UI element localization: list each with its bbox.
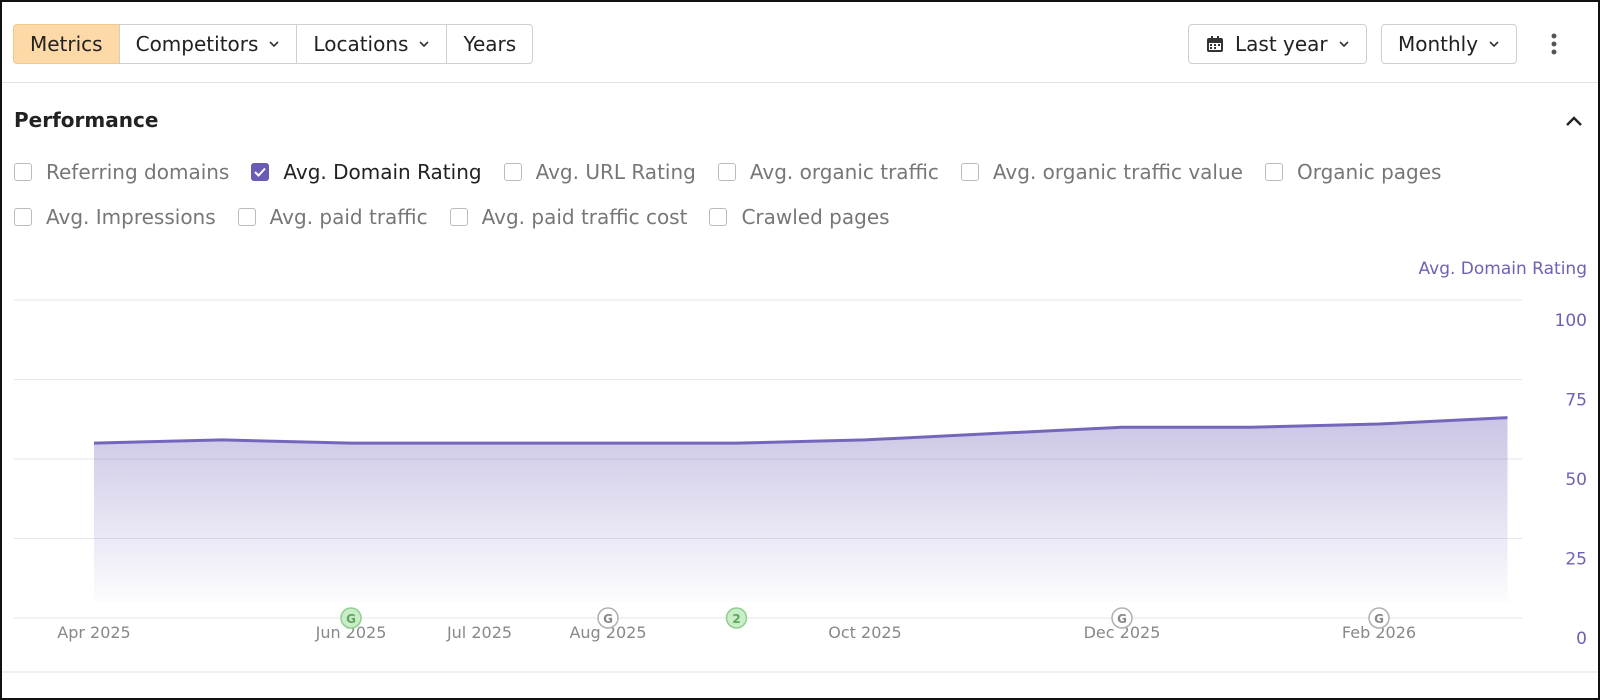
- event-marker[interactable]: G: [1111, 607, 1133, 629]
- metric-label: Avg. organic traffic: [749, 160, 939, 184]
- event-circle: [340, 607, 362, 629]
- area: [94, 417, 1508, 602]
- tab[interactable]: Locations: [296, 24, 448, 64]
- metric-option[interactable]: Avg. Impressions: [14, 205, 216, 229]
- checkbox[interactable]: [237, 208, 256, 226]
- tab-group: Metrics Competitors Locations Years: [13, 24, 534, 64]
- event-circle: [1368, 607, 1390, 629]
- checkbox[interactable]: [14, 163, 32, 181]
- metric-label: Avg. paid traffic cost: [481, 205, 688, 229]
- event-marker[interactable]: G: [340, 607, 362, 629]
- interval-button[interactable]: Monthly: [1381, 24, 1518, 64]
- event-marker[interactable]: G: [597, 607, 619, 629]
- metric-label: Avg. organic traffic value: [992, 160, 1243, 184]
- y-tick-label: 50: [1565, 470, 1587, 490]
- metric-option[interactable]: Organic pages: [1264, 160, 1442, 184]
- metric-option[interactable]: Avg. Domain Rating: [251, 160, 482, 184]
- calendar-icon: [1207, 36, 1223, 52]
- checkbox[interactable]: [14, 208, 32, 226]
- x-tick-label: Oct 2025: [828, 623, 901, 642]
- event-circle: [1111, 607, 1133, 629]
- metric-label: Avg. paid traffic: [269, 205, 428, 229]
- chevron: [1489, 41, 1499, 48]
- period-button[interactable]: Last year: [1188, 24, 1367, 64]
- tab-label: Years: [463, 32, 517, 56]
- metric-option[interactable]: Crawled pages: [709, 205, 890, 229]
- event-label: G: [603, 612, 613, 626]
- chevron: [1339, 41, 1349, 48]
- x-tick-label: Aug 2025: [569, 623, 646, 642]
- metric-label: Crawled pages: [741, 205, 890, 229]
- y-tick-label: 25: [1565, 550, 1587, 570]
- metric-label: Referring domains: [46, 160, 230, 184]
- period-label: Last year: [1235, 32, 1328, 56]
- y-tick-label: 100: [1555, 311, 1587, 331]
- metric-option[interactable]: Avg. paid traffic: [237, 205, 428, 229]
- event-label: G: [1117, 612, 1127, 626]
- metric-label: Avg. URL Rating: [535, 160, 696, 184]
- checkbox[interactable]: [709, 208, 728, 226]
- collapse-toggle[interactable]: [1564, 114, 1584, 128]
- checkbox[interactable]: [503, 163, 522, 181]
- metric-option[interactable]: Avg. organic traffic value: [960, 160, 1243, 184]
- event-marker[interactable]: G: [1368, 607, 1390, 629]
- x-tick-label: Feb 2026: [1342, 623, 1416, 642]
- x-tick-label: Dec 2025: [1084, 623, 1161, 642]
- event-circle: [597, 607, 619, 629]
- metric-label: Organic pages: [1296, 160, 1442, 184]
- section-title: Performance: [14, 108, 159, 132]
- metric-option[interactable]: Avg. URL Rating: [503, 160, 696, 184]
- checkbox[interactable]: [717, 163, 736, 181]
- checkbox[interactable]: [1264, 163, 1283, 181]
- checkbox[interactable]: [960, 163, 979, 181]
- checkbox[interactable]: [449, 208, 468, 226]
- x-tick-label: Jul 2025: [446, 623, 512, 642]
- divider: [2, 82, 1598, 83]
- axis-title: Avg. Domain Rating: [1419, 259, 1587, 279]
- metric-row: Avg. Impressions Avg. paid traffic Avg. pa…: [14, 205, 890, 229]
- tab-label: Metrics: [30, 32, 103, 56]
- chart: Avg. Domain Rating 0 25 50 75 100 Apr 2025 Jun…: [2, 259, 1598, 673]
- tab[interactable]: Metrics: [13, 24, 120, 64]
- chevron: [419, 41, 430, 48]
- metric-option[interactable]: Avg. paid traffic cost: [449, 205, 688, 229]
- event-label: G: [346, 612, 356, 626]
- chevron: [269, 41, 279, 48]
- metric-label: Avg. Impressions: [46, 205, 216, 229]
- event-marker[interactable]: 2: [725, 607, 748, 629]
- more-menu[interactable]: [1550, 32, 1558, 58]
- x-tick-label: Apr 2025: [57, 623, 130, 642]
- y-tick-label: 0: [1576, 629, 1587, 649]
- line: [93, 416, 1508, 445]
- interval-label: Monthly: [1398, 32, 1479, 56]
- metric-row: Referring domains Avg. Domain Rating Avg. …: [14, 160, 1441, 184]
- metric-option[interactable]: Avg. organic traffic: [717, 160, 939, 184]
- tab-label: Locations: [313, 32, 409, 56]
- checkmark: [254, 167, 267, 177]
- tab-label: Competitors: [135, 32, 259, 56]
- metric-option[interactable]: Referring domains: [14, 160, 229, 184]
- event-label: 2: [732, 612, 740, 626]
- event-label: G: [1374, 612, 1384, 626]
- event-circle: [725, 607, 748, 629]
- tab[interactable]: Years: [446, 24, 534, 64]
- checkbox[interactable]: [251, 163, 270, 181]
- x-tick-label: Jun 2025: [315, 623, 387, 642]
- tab[interactable]: Competitors: [118, 24, 298, 64]
- metric-label: Avg. Domain Rating: [283, 160, 482, 184]
- y-tick-label: 75: [1565, 391, 1587, 411]
